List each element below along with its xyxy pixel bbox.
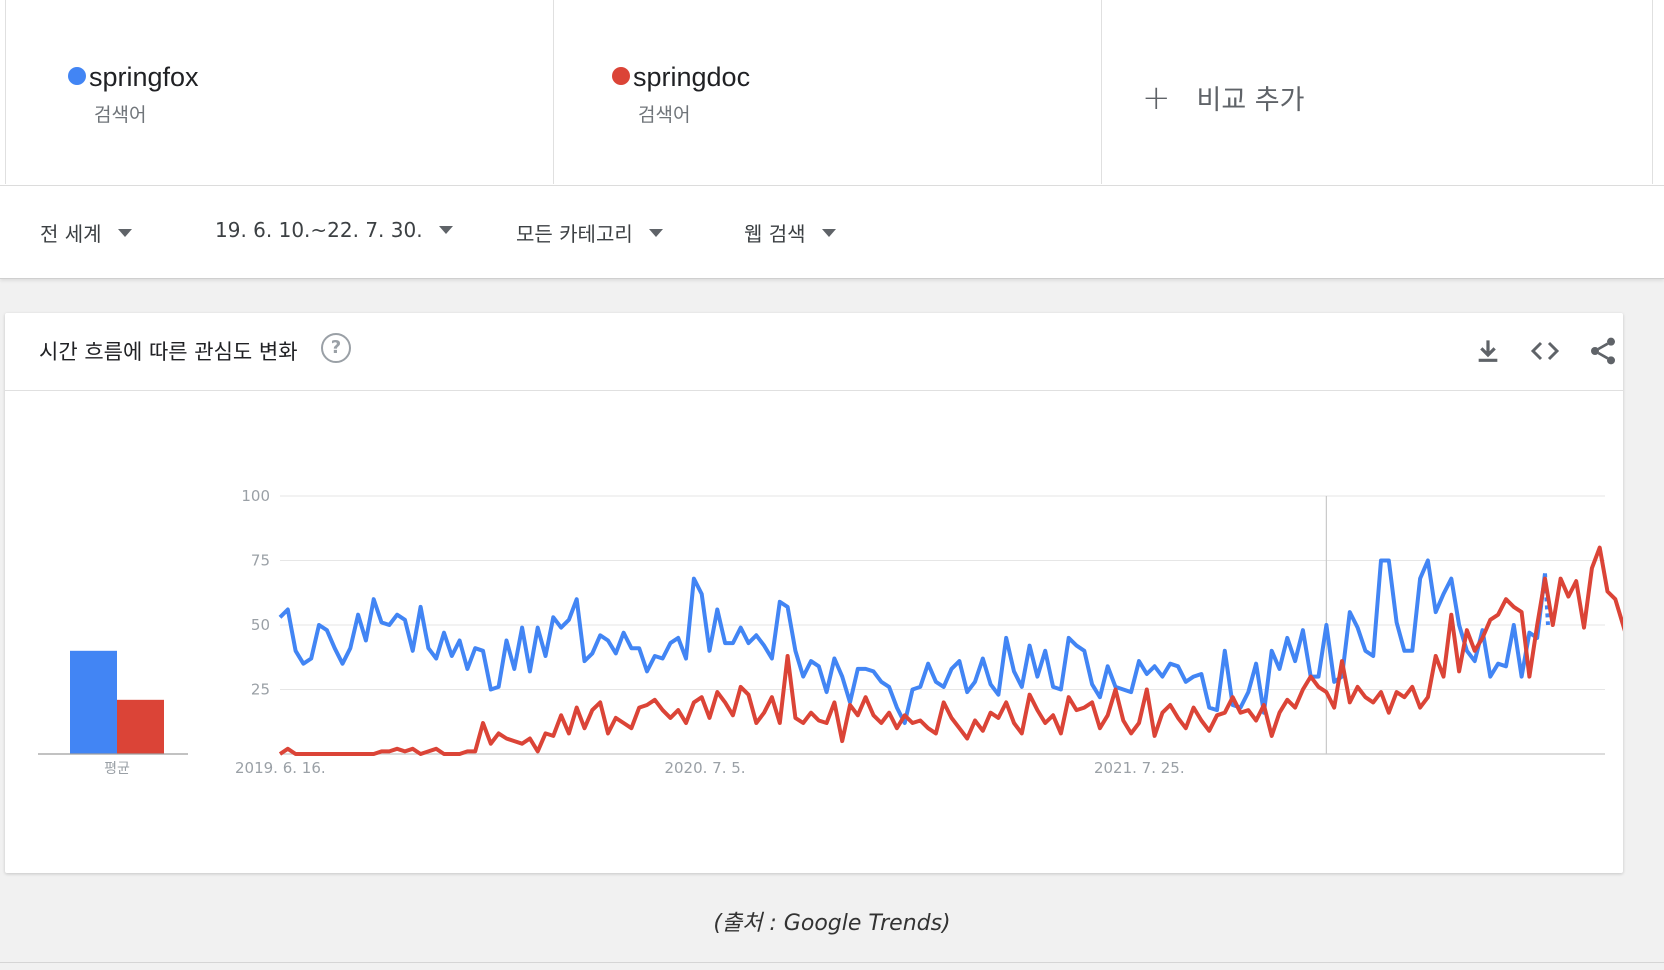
series-color-dot-icon bbox=[612, 67, 630, 85]
dropdown-caret-icon bbox=[821, 228, 836, 237]
y-tick-label: 50 bbox=[251, 616, 270, 634]
average-label: 평균 bbox=[104, 761, 130, 777]
interest-over-time-card: 시간 흐름에 따른 관심도 변화 ? 평균 25 50 75 100 2019. 6. … bbox=[5, 313, 1623, 873]
x-tick-label: 2021. 7. 25. bbox=[1094, 759, 1185, 777]
filter-bar: 전 세계 19. 6. 10.~22. 7. 30. 모든 카테고리 웹 검색 bbox=[0, 186, 1664, 279]
term-type: 검색어 bbox=[638, 104, 691, 126]
date-range-filter[interactable]: 19. 6. 10.~22. 7. 30. bbox=[215, 218, 453, 242]
x-tick-label: 2020. 7. 5. bbox=[664, 759, 745, 777]
y-tick-label: 25 bbox=[251, 681, 270, 699]
average-bar-springfox bbox=[70, 650, 117, 754]
source-caption: (출처 : Google Trends) bbox=[713, 911, 951, 936]
y-tick-label: 75 bbox=[251, 552, 270, 570]
average-bars: 평균 bbox=[38, 650, 188, 777]
add-compare-button[interactable]: + 비교 추가 bbox=[1142, 78, 1304, 117]
series-lines bbox=[278, 545, 1623, 756]
download-icon[interactable] bbox=[1472, 335, 1504, 367]
date-range-filter-label: 19. 6. 10.~22. 7. 30. bbox=[215, 218, 423, 242]
region-filter[interactable]: 전 세계 bbox=[40, 218, 132, 247]
card-title: 시간 흐름에 따른 관심도 변화 bbox=[39, 340, 298, 364]
embed-icon[interactable] bbox=[1529, 335, 1561, 367]
add-compare-card[interactable]: + 비교 추가 bbox=[1101, 0, 1653, 184]
card-divider bbox=[5, 390, 1623, 391]
term-card-springfox[interactable]: springfox 검색어 bbox=[5, 0, 555, 184]
interest-line-chart[interactable]: 평균 25 50 75 100 2019. 6. 16. 2020. 7. 5. 2021.… bbox=[5, 393, 1623, 873]
series-color-dot-icon bbox=[68, 67, 86, 85]
term-card-springdoc[interactable]: springdoc 검색어 bbox=[553, 0, 1103, 184]
dropdown-caret-icon bbox=[117, 228, 132, 237]
series-line-springdoc bbox=[278, 545, 1623, 756]
axis-labels: 25 50 75 100 2019. 6. 16. 2020. 7. 5. 2021. 7.… bbox=[235, 487, 1185, 777]
term-name[interactable]: springdoc bbox=[633, 62, 751, 92]
average-bar-springdoc bbox=[117, 699, 164, 754]
x-tick-label: 2019. 6. 16. bbox=[235, 759, 326, 777]
help-icon[interactable]: ? bbox=[321, 333, 351, 363]
category-filter-label: 모든 카테고리 bbox=[516, 222, 633, 246]
dropdown-caret-icon bbox=[438, 226, 453, 234]
search-type-filter[interactable]: 웹 검색 bbox=[744, 218, 836, 247]
dropdown-caret-icon bbox=[648, 228, 663, 237]
search-type-filter-label: 웹 검색 bbox=[744, 222, 806, 246]
category-filter[interactable]: 모든 카테고리 bbox=[516, 218, 663, 247]
region-filter-label: 전 세계 bbox=[40, 222, 102, 246]
add-compare-label: 비교 추가 bbox=[1196, 85, 1305, 116]
y-tick-label: 100 bbox=[241, 487, 270, 505]
term-type: 검색어 bbox=[94, 104, 147, 126]
bottom-divider bbox=[0, 962, 1664, 963]
share-icon[interactable] bbox=[1587, 335, 1619, 367]
series-line-springfox bbox=[278, 558, 1547, 725]
plus-icon: + bbox=[1142, 77, 1171, 118]
term-name[interactable]: springfox bbox=[89, 62, 199, 92]
